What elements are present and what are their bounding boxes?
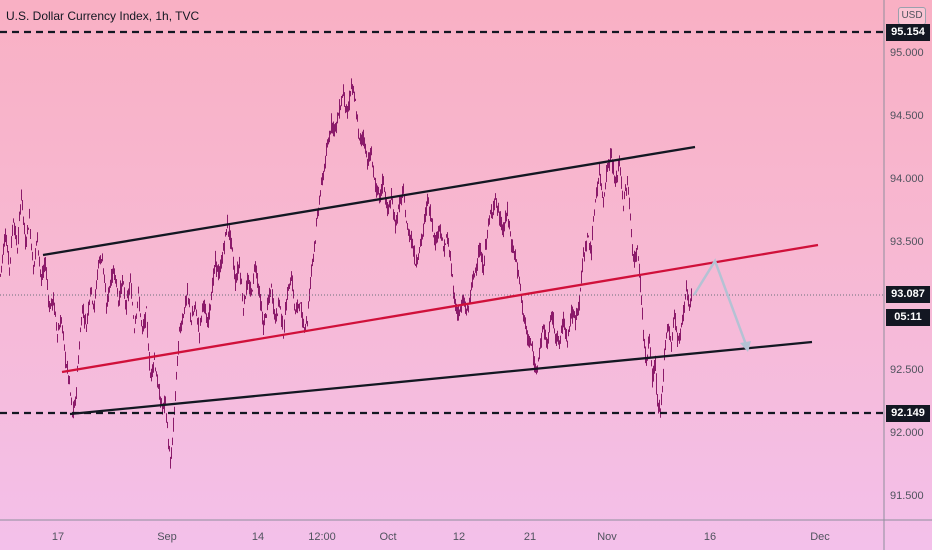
y-tick-92000: 92.000 <box>890 427 924 439</box>
x-tick-sep: Sep <box>157 531 177 543</box>
mid-channel-line <box>61 243 819 374</box>
last-price-tag: 93.087 <box>886 286 930 303</box>
x-tick-nov: Nov <box>597 531 617 543</box>
y-tick-94500: 94.500 <box>890 110 924 122</box>
x-tick-dec: Dec <box>810 531 830 543</box>
candles <box>0 78 692 469</box>
lower-channel-line <box>69 340 813 416</box>
x-tick-17: 17 <box>51 531 65 543</box>
upper-channel-line <box>42 145 696 257</box>
x-tick-16: 16 <box>703 531 717 543</box>
support-price-tag: 92.149 <box>886 405 930 422</box>
y-tick-93500: 93.500 <box>890 236 924 248</box>
x-tick-14: 14 <box>251 531 265 543</box>
chart-title: U.S. Dollar Currency Index, 1h, TVC <box>6 9 200 23</box>
y-tick-92500: 92.500 <box>890 364 924 376</box>
x-tick-12: 12 <box>452 531 466 543</box>
resistance-price-tag: 95.154 <box>886 24 930 41</box>
x-tick-1200: 12:00 <box>308 531 336 543</box>
y-tick-94000: 94.000 <box>890 173 924 185</box>
y-tick-91500: 91.500 <box>890 490 924 502</box>
x-tick-21: 21 <box>523 531 537 543</box>
y-tick-95000: 95.000 <box>890 47 924 59</box>
projection-arrowhead <box>740 341 751 352</box>
x-tick-oct: Oct <box>379 531 397 543</box>
countdown-tag: 05:11 <box>886 309 930 326</box>
currency-button[interactable]: USD <box>898 7 926 25</box>
projection-path <box>692 258 750 351</box>
